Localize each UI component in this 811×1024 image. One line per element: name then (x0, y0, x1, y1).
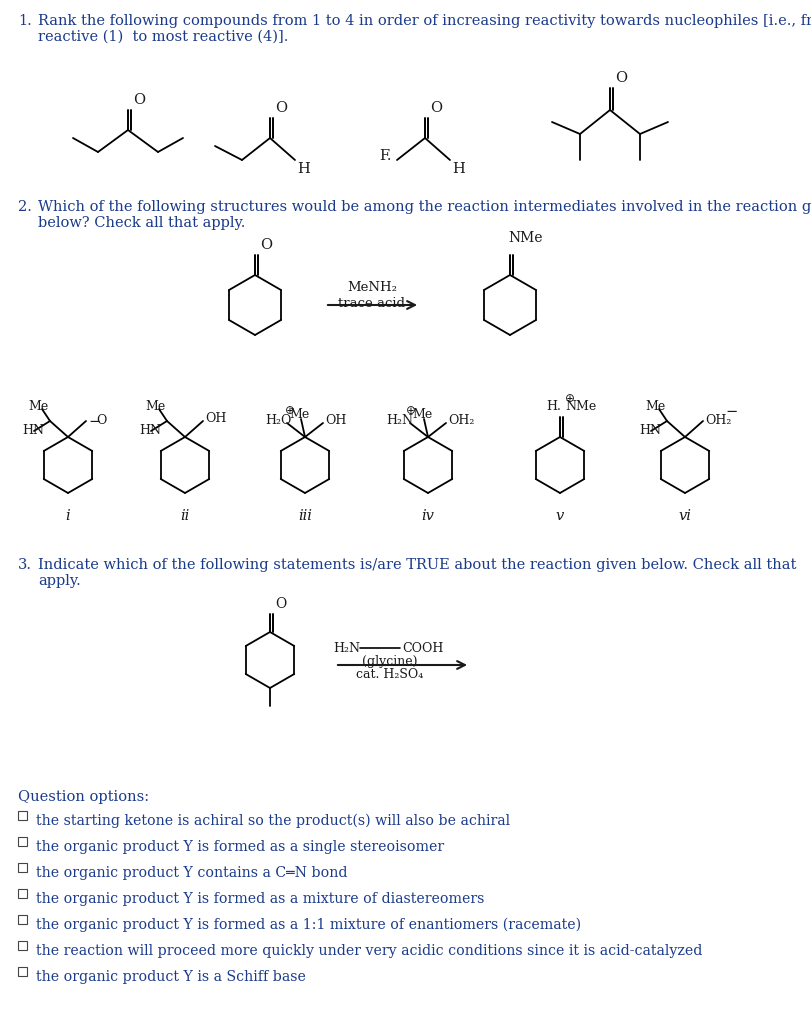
Text: the organic product Y is formed as a mixture of diastereomers: the organic product Y is formed as a mix… (36, 892, 484, 906)
Text: 1.: 1. (18, 14, 32, 28)
Text: iv: iv (421, 509, 434, 523)
Text: OH₂: OH₂ (448, 415, 474, 427)
Text: Me: Me (289, 409, 309, 422)
Text: −: − (724, 403, 736, 419)
Text: below? Check all that apply.: below? Check all that apply. (38, 216, 245, 230)
Text: H: H (452, 162, 464, 176)
Text: Rank the following compounds from 1 to 4 in order of increasing reactivity towar: Rank the following compounds from 1 to 4… (38, 14, 811, 28)
Text: ⊕: ⊕ (406, 404, 415, 418)
FancyBboxPatch shape (18, 889, 27, 898)
Text: NMe: NMe (508, 231, 542, 245)
Text: O: O (275, 597, 286, 611)
Text: MeNH₂: MeNH₂ (346, 281, 397, 294)
Text: ⊕: ⊕ (564, 392, 574, 406)
Text: 3.: 3. (18, 558, 32, 572)
FancyBboxPatch shape (18, 941, 27, 950)
Text: HN: HN (139, 425, 161, 437)
Text: the organic product Y is formed as a single stereoisomer: the organic product Y is formed as a sin… (36, 840, 444, 854)
Text: Which of the following structures would be among the reaction intermediates invo: Which of the following structures would … (38, 200, 811, 214)
Text: v: v (556, 509, 564, 523)
Text: Me: Me (411, 409, 431, 422)
FancyBboxPatch shape (18, 863, 27, 872)
Text: vi: vi (678, 509, 691, 523)
Text: the reaction will proceed more quickly under very acidic conditions since it is : the reaction will proceed more quickly u… (36, 944, 702, 958)
Text: O: O (614, 71, 626, 85)
Text: cat. H₂SO₄: cat. H₂SO₄ (356, 668, 423, 681)
Text: HN: HN (22, 425, 44, 437)
Text: 2.: 2. (18, 200, 32, 214)
Text: (glycine): (glycine) (362, 654, 417, 668)
Text: H₂N: H₂N (385, 415, 413, 427)
Text: NMe: NMe (564, 400, 595, 413)
Text: O: O (430, 101, 441, 115)
Text: apply.: apply. (38, 574, 80, 588)
Text: Me: Me (145, 400, 165, 414)
Text: H₂N: H₂N (333, 641, 359, 654)
Text: O: O (260, 238, 272, 252)
Text: OH: OH (204, 413, 226, 426)
Text: the organic product Y is a Schiff base: the organic product Y is a Schiff base (36, 970, 306, 984)
Text: trace acid: trace acid (338, 297, 405, 310)
Text: Me: Me (644, 400, 664, 414)
Text: the organic product Y is formed as a 1:1 mixture of enantiomers (racemate): the organic product Y is formed as a 1:1… (36, 918, 581, 933)
FancyBboxPatch shape (18, 967, 27, 976)
Text: O: O (96, 415, 106, 427)
Text: Indicate which of the following statements is/are TRUE about the reaction given : Indicate which of the following statemen… (38, 558, 796, 572)
Text: ii: ii (180, 509, 190, 523)
FancyBboxPatch shape (18, 837, 27, 846)
Text: F.: F. (379, 150, 391, 163)
Text: H₂O: H₂O (264, 415, 291, 427)
Text: i: i (66, 509, 71, 523)
Text: the organic product Y contains a C═N bond: the organic product Y contains a C═N bon… (36, 866, 347, 880)
Text: the starting ketone is achiral so the product(s) will also be achiral: the starting ketone is achiral so the pr… (36, 814, 509, 828)
Text: HN: HN (638, 425, 660, 437)
Text: H: H (297, 162, 309, 176)
Text: ⊕: ⊕ (285, 404, 294, 418)
Text: reactive (1)  to most reactive (4)].: reactive (1) to most reactive (4)]. (38, 30, 288, 44)
Text: iii: iii (298, 509, 311, 523)
Text: OH₂: OH₂ (704, 415, 731, 427)
Text: Question options:: Question options: (18, 790, 149, 804)
Text: −: − (88, 414, 100, 428)
Text: COOH: COOH (401, 641, 443, 654)
FancyBboxPatch shape (18, 915, 27, 924)
Text: O: O (275, 101, 287, 115)
Text: Me: Me (28, 400, 48, 414)
Text: O: O (133, 93, 145, 106)
FancyBboxPatch shape (18, 811, 27, 820)
Text: OH: OH (324, 415, 346, 427)
Text: H.: H. (545, 400, 560, 413)
